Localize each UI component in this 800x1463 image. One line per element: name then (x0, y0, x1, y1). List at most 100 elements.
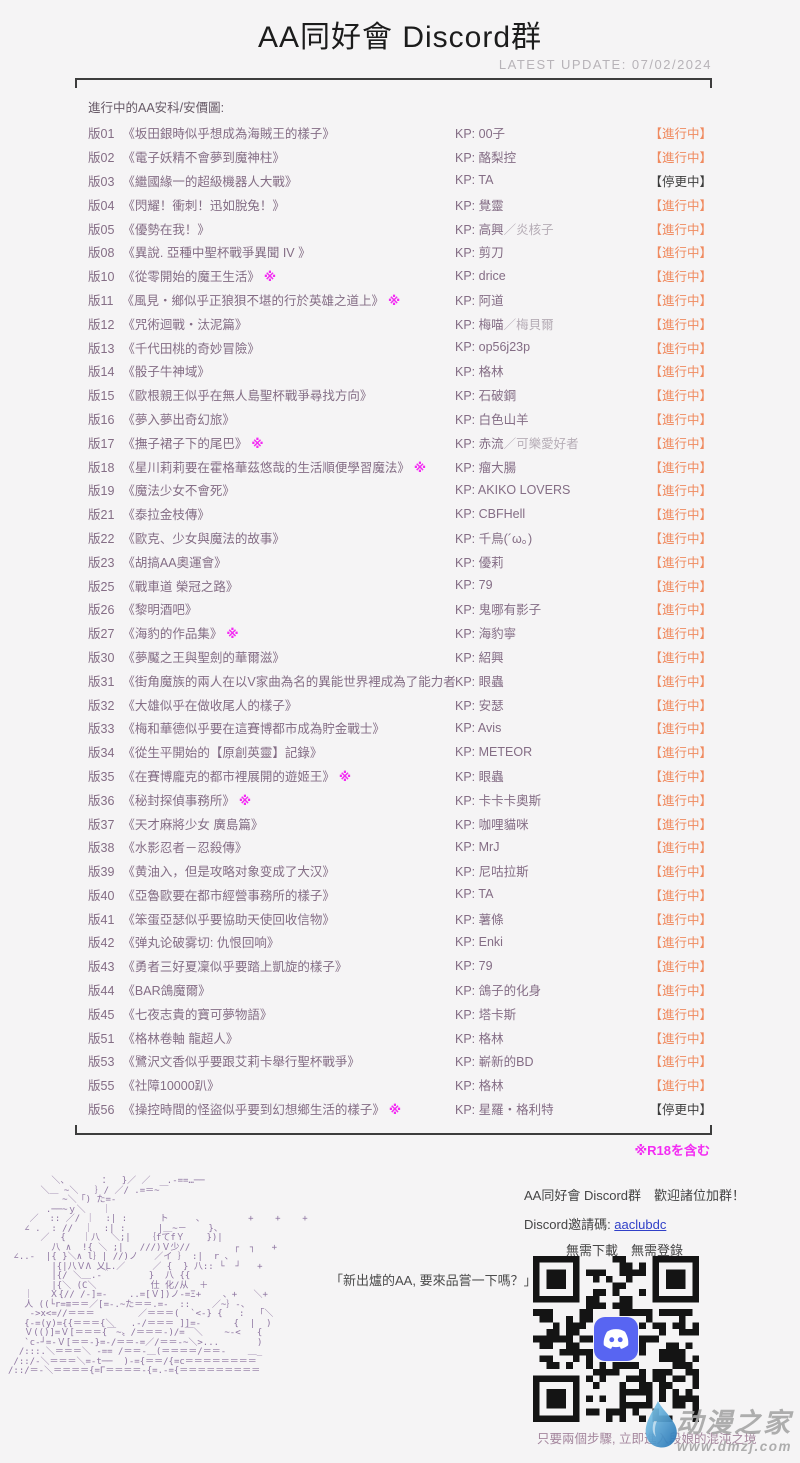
work-title-link[interactable]: 《星川莉莉要在霍格華茲悠哉的生活順便學習魔法》 (122, 460, 410, 475)
list-item: 版03 《繼國緣一的超級機器人大戰》 KP: TA 【停更中】 (88, 169, 712, 193)
invite-code-link[interactable]: aaclubdc (614, 1217, 667, 1232)
work-title-link[interactable]: 《亞魯歐要在都市經營事務所的樣子》 (122, 888, 335, 903)
board-number: 版14 (88, 365, 115, 380)
list-item: 版13 《千代田桃的奇妙冒險》 KP: op56j23p 【進行中】 (88, 335, 712, 359)
work-title-link[interactable]: 《從生平開始的【原創英靈】記錄》 (122, 746, 323, 761)
kp-name: KP: TA (455, 887, 494, 902)
work-title-link[interactable]: 《黎明酒吧》 (122, 603, 198, 618)
work-title-link[interactable]: 《坂田銀時似乎想成為海賊王的樣子》 (122, 127, 335, 142)
work-title-link[interactable]: 《咒術迴戰・汰泥篇》 (122, 317, 248, 332)
work-title-link[interactable]: 《風見・鄉似乎正狼狽不堪的行於英雄之道上》 (121, 293, 384, 308)
kp-name: KP: 格林 (455, 365, 504, 380)
list-item: 版25 《戰車道 榮冠之路》 KP: 79 【進行中】 (88, 573, 712, 597)
kp-name: KP: 79 (455, 578, 493, 593)
work-title-link[interactable]: 《格林卷軸 龍超人》 (122, 1031, 239, 1046)
board-number: 版34 (88, 746, 115, 761)
status-badge: 【進行中】 (649, 650, 712, 665)
work-title-link[interactable]: 《繼國緣一的超級機器人大戰》 (122, 174, 298, 189)
list-item: 版23 《胡搞AA奧運會》 KP: 優莉 【進行中】 (88, 549, 712, 573)
work-title-link[interactable]: 《歐克、少女與魔法的故事》 (122, 531, 285, 546)
work-title-link[interactable]: 《千代田桃的奇妙冒險》 (122, 341, 260, 356)
work-title-link[interactable]: 《電子妖精不會夢到魔神柱》 (122, 151, 285, 166)
board-number: 版18 (88, 460, 115, 475)
kp-name: KP: 剪刀 (455, 246, 504, 261)
work-title-link[interactable]: 《笨蛋亞瑟似乎要協助天使回收信物》 (122, 912, 335, 927)
work-title-link[interactable]: 《七夜志貴的寶可夢物語》 (122, 1007, 273, 1022)
board-number: 版40 (88, 888, 115, 903)
site-watermark: 动漫之家 www.dmzj.com (642, 1399, 792, 1453)
status-badge: 【進行中】 (649, 722, 712, 737)
board-number: 版42 (88, 936, 115, 951)
board-number: 版45 (88, 1007, 115, 1022)
board-number: 版43 (88, 960, 115, 975)
work-title-link[interactable]: 《從零開始的魔王生活》 (122, 270, 260, 285)
list-item: 版18 《星川莉莉要在霍格華茲悠哉的生活順便學習魔法》 ※ KP: 瘤大腸 【進行中… (88, 454, 712, 478)
work-title-link[interactable]: 《弹丸论破雾切: 仇恨回响》 (122, 936, 280, 951)
list-item: 版56 《操控時間的怪盜似乎要到幻想鄉生活的樣子》 ※ KP: 星羅・格利特 【停更… (88, 1097, 712, 1121)
status-badge: 【進行中】 (649, 746, 712, 761)
board-number: 版10 (88, 270, 115, 285)
kp-name: KP: 薯條 (455, 912, 504, 927)
board-number: 版38 (88, 841, 115, 856)
list-item: 版32 《大雄似乎在做收尾人的樣子》 KP: 安瑟 【進行中】 (88, 692, 712, 716)
kp-name: KP: 阿道 (455, 293, 504, 308)
kp-secondary-name: ／炎核子 (503, 222, 554, 237)
work-title-link[interactable]: 《魔法少女不會死》 (122, 484, 235, 499)
board-number: 版25 (88, 579, 115, 594)
work-title-link[interactable]: 《水影忍者－忍殺傳》 (122, 841, 248, 856)
kp-name: KP: 咖哩貓咪 (455, 817, 529, 832)
list-item: 版33 《梅和華德似乎要在這賽博都市成為貯金戰士》 KP: Avis 【進行中】 (88, 716, 712, 740)
r18-mark: ※ (338, 769, 352, 784)
work-title-link[interactable]: 《勇者三好夏凜似乎要踏上凱旋的樣子》 (122, 960, 348, 975)
work-title-link[interactable]: 《夢入夢出奇幻旅》 (122, 412, 235, 427)
list-item: 版34 《從生平開始的【原創英靈】記錄》 KP: METEOR 【進行中】 (88, 740, 712, 764)
work-title-link[interactable]: 《黄油入，但是攻略对象变成了大汉》 (122, 865, 335, 880)
list-item: 版05 《優勢在我！》 KP: 高興／炎核子 【進行中】 (88, 216, 712, 240)
status-badge: 【進行中】 (649, 698, 712, 713)
work-title-link[interactable]: 《BAR鴿魔爾》 (122, 984, 211, 999)
kp-name: KP: 塔卡斯 (455, 1007, 517, 1022)
kp-name: KP: op56j23p (455, 340, 531, 355)
status-badge: 【進行中】 (649, 627, 712, 642)
list-item: 版44 《BAR鴿魔爾》 KP: 鴿子的化身 【進行中】 (88, 978, 712, 1002)
work-title-link[interactable]: 《操控時間的怪盜似乎要到幻想鄉生活的樣子》 (122, 1103, 385, 1118)
r18-mark: ※ (413, 460, 427, 475)
list-item: 版41 《笨蛋亞瑟似乎要協助天使回收信物》 KP: 薯條 【進行中】 (88, 906, 712, 930)
work-title-link[interactable]: 《戰車道 榮冠之路》 (122, 579, 239, 594)
list-item: 版42 《弹丸论破雾切: 仇恨回响》 KP: Enki 【進行中】 (88, 930, 712, 954)
work-title-link[interactable]: 《骰子牛神域》 (122, 365, 210, 380)
board-number: 版39 (88, 865, 115, 880)
work-title-link[interactable]: 《異說. 亞種中聖杯戰爭異聞 IV 》 (122, 246, 311, 261)
work-title-link[interactable]: 《夢魘之王與聖劍的華爾滋》 (122, 650, 285, 665)
work-title-link[interactable]: 《胡搞AA奧運會》 (122, 555, 227, 570)
work-title-link[interactable]: 《閃耀！衝刺！迅如脫兔！》 (122, 198, 285, 213)
work-title-link[interactable]: 《天才麻將少女 廣島篇》 (122, 817, 264, 832)
list-item: 版26 《黎明酒吧》 KP: 鬼哪有影子 【進行中】 (88, 597, 712, 621)
work-title-link[interactable]: 《鷺沢文香似乎要跟艾莉卡舉行聖杯戰爭》 (122, 1055, 360, 1070)
work-title-link[interactable]: 《街角魔族的兩人在以V家曲為名的異能世界裡成為了能力者》 (122, 674, 455, 689)
kp-name: KP: 千鳥(´ω｡) (455, 531, 533, 546)
work-title-link[interactable]: 《秘封探偵事務所》 (122, 793, 235, 808)
invite-welcome-line: AA同好會 Discord群 歡迎諸位加群！ (524, 1188, 746, 1203)
board-number: 版01 (88, 127, 115, 142)
status-badge: 【進行中】 (649, 960, 712, 975)
work-title-link[interactable]: 《優勢在我！》 (122, 222, 210, 237)
work-title-link[interactable]: 《泰拉金枝傳》 (122, 508, 210, 523)
work-title-link[interactable]: 《梅和華德似乎要在這賽博都市成為貯金戰士》 (122, 722, 385, 737)
kp-name: KP: 尼咕拉斯 (455, 865, 529, 880)
work-title-link[interactable]: 《歐根親王似乎在無人島聖杯戰爭尋找方向》 (122, 389, 373, 404)
work-title-link[interactable]: 《大雄似乎在做收尾人的樣子》 (122, 698, 298, 713)
kp-name: KP: 石破鋼 (455, 389, 517, 404)
work-title-link[interactable]: 《社障10000趴》 (122, 1079, 220, 1094)
work-title-link[interactable]: 《在賽博龐克的都市裡展開的遊姬王》 (122, 769, 335, 784)
kp-name: KP: 優莉 (455, 555, 504, 570)
work-title-link[interactable]: 《海豹的作品集》 (122, 627, 223, 642)
kp-name: KP: 白色山羊 (455, 412, 529, 427)
status-badge: 【進行中】 (649, 508, 712, 523)
list-item: 版22 《歐克、少女與魔法的故事》 KP: 千鳥(´ω｡) 【進行中】 (88, 526, 712, 550)
kp-name: KP: 覺靈 (455, 198, 504, 213)
status-badge: 【進行中】 (649, 270, 712, 285)
work-title-link[interactable]: 《撫子裙子下的尾巴》 (122, 436, 248, 451)
kp-name: KP: 梅喵 (455, 317, 504, 332)
status-badge: 【進行中】 (649, 603, 712, 618)
